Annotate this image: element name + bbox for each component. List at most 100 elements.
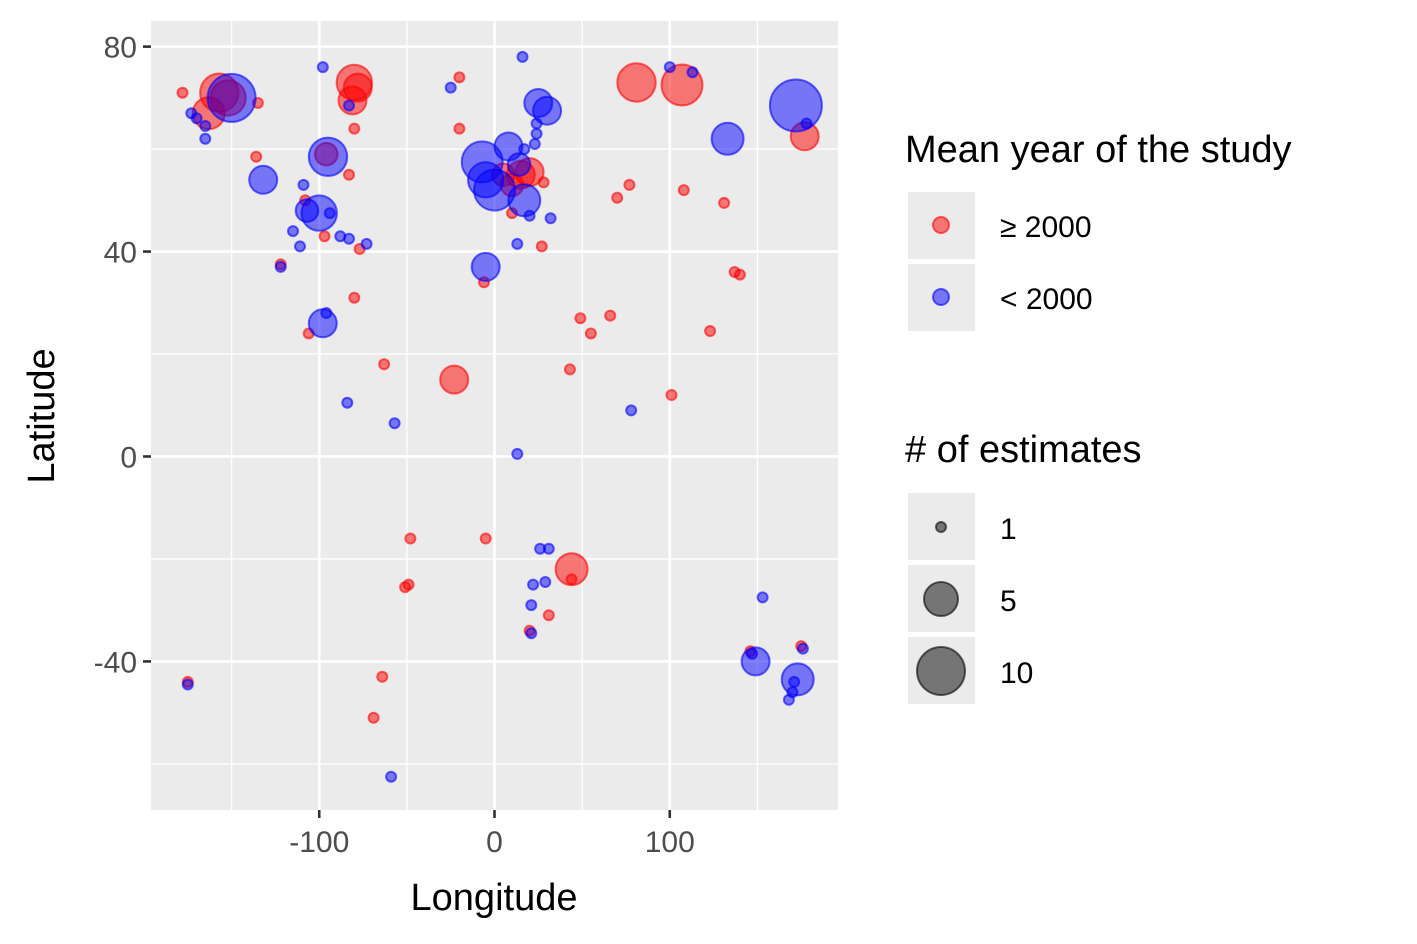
point-ge2000-20 [378,358,391,371]
point-ge2000-31 [584,327,597,340]
point-ge2000-43 [665,389,678,401]
point-ge2000-52 [479,532,492,545]
point-ge2000-15 [318,230,331,243]
point-ge2000-30 [574,312,587,325]
point-lt2000-15 [343,232,355,245]
point-lt2000-43 [710,121,745,156]
point-lt2000-29 [506,152,532,177]
point-lt2000-57 [796,642,809,655]
point-ge2000-0 [176,86,189,99]
x-axis-title: Longitude [411,877,578,919]
point-lt2000-40 [470,251,501,282]
point-lt2000-44 [768,78,823,133]
point-ge2000-56 [367,711,380,724]
point-lt2000-49 [542,542,555,555]
point-ge2000-29 [535,240,548,253]
point-lt2000-4 [199,132,212,145]
point-lt2000-13 [323,207,336,220]
y-axis-title: Latitude [21,348,63,483]
point-lt2000-33 [532,95,563,126]
point-ge2000-27 [537,176,550,189]
x-tick-label-1: 0 [486,826,503,859]
point-lt2000-55 [746,647,759,660]
color-legend-key-lt2000 [932,288,950,306]
point-lt2000-12 [294,198,320,223]
point-lt2000-36 [528,138,541,150]
point-lt2000-30 [518,143,531,156]
point-lt2000-6 [316,61,329,74]
point-lt2000-22 [341,396,354,409]
point-ge2000-17 [348,291,361,304]
point-lt2000-42 [686,66,699,79]
y-tick-label-2: 40 [104,237,137,270]
y-axis: -40 0 40 80 [94,32,151,679]
point-ge2000-10 [343,168,355,181]
point-ge2000-11 [453,71,466,84]
point-lt2000-45 [800,117,813,130]
point-ge2000-32 [604,309,617,322]
x-axis: -100 0 100 [289,810,695,859]
point-lt2000-31 [507,183,542,218]
point-lt2000-26 [467,161,505,199]
point-ge2000-35 [623,178,636,191]
point-lt2000-46 [625,404,638,417]
point-ge2000-42 [704,325,717,337]
point-ge2000-51 [404,532,417,545]
point-lt2000-20 [320,307,333,319]
point-lt2000-63 [181,678,194,691]
point-lt2000-19 [274,260,287,273]
color-legend-key-ge2000 [932,216,950,234]
point-lt2000-17 [287,225,299,238]
point-ge2000-54 [399,581,412,594]
point-lt2000-39 [511,237,524,250]
point-lt2000-61 [782,693,795,706]
size-legend-key-5 [923,581,959,617]
color-legend: Mean year of the study ≥ 2000 < 2000 [905,129,1292,331]
point-lt2000-34 [530,117,543,130]
point-ge2000-38 [677,184,690,197]
point-ge2000-21 [439,364,470,395]
color-legend-label-lt2000: < 2000 [1000,283,1093,316]
point-lt2000-10 [297,178,310,191]
point-lt2000-3 [199,120,212,132]
point-ge2000-39 [718,196,731,209]
point-lt2000-8 [444,81,457,94]
point-ge2000-9 [348,122,361,135]
size-legend-label-5: 5 [1000,585,1017,618]
y-tick-label-0: -40 [94,646,137,679]
point-lt2000-16 [360,237,373,250]
point-ge2000-34 [611,191,624,204]
point-lt2000-41 [663,61,676,74]
size-legend-label-1: 1 [1000,513,1017,546]
point-lt2000-51 [539,576,552,588]
point-ge2000-48 [565,573,578,586]
point-lt2000-0 [206,72,257,123]
size-legend: # of estimates 1 5 10 [905,429,1142,704]
point-ge2000-49 [542,609,555,622]
data-points [176,50,823,783]
point-lt2000-38 [544,212,557,225]
point-ge2000-33 [563,363,576,376]
point-lt2000-59 [788,675,801,688]
point-lt2000-5 [248,164,279,195]
point-ge2000-55 [376,670,389,683]
point-lt2000-9 [307,136,349,178]
size-legend-title: # of estimates [905,429,1142,471]
point-lt2000-24 [516,50,529,63]
color-legend-label-ge2000: ≥ 2000 [1000,211,1092,244]
point-lt2000-2 [190,112,203,125]
point-lt2000-47 [511,447,524,460]
point-lt2000-50 [527,578,540,591]
point-ge2000-36 [616,62,657,103]
color-legend-title: Mean year of the study [905,129,1292,171]
point-lt2000-53 [525,627,538,640]
y-tick-label-1: 0 [120,441,137,474]
size-legend-label-10: 10 [1000,657,1033,690]
point-lt2000-54 [756,591,769,604]
point-lt2000-7 [343,99,355,112]
point-ge2000-5 [250,150,263,163]
point-ge2000-12 [453,122,466,135]
y-tick-label-3: 80 [104,32,137,65]
point-lt2000-52 [525,599,538,612]
